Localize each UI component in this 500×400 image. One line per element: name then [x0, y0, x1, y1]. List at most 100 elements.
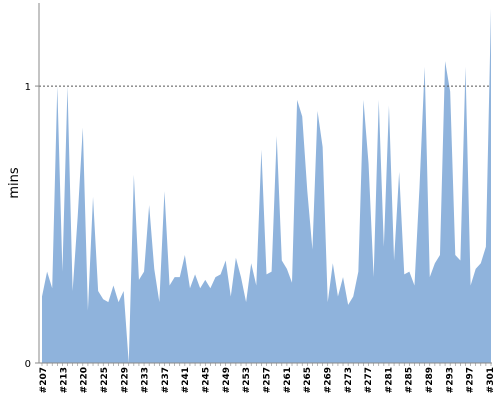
data-point — [438, 254, 441, 257]
data-point — [285, 267, 288, 270]
data-point — [46, 270, 49, 273]
data-point — [311, 248, 314, 251]
data-point — [367, 162, 370, 165]
data-point — [41, 295, 44, 298]
x-tick-label: #241 — [181, 367, 191, 393]
x-tick-label: #225 — [100, 367, 110, 393]
data-point — [86, 309, 89, 312]
x-tick-label: #281 — [384, 367, 394, 393]
data-point — [459, 259, 462, 262]
x-tick-label: #253 — [242, 367, 252, 393]
data-point — [214, 276, 217, 279]
x-tick-label: #301 — [486, 367, 496, 393]
data-point — [76, 215, 79, 218]
data-point — [239, 276, 242, 279]
data-point — [326, 301, 329, 304]
x-tick-label: #261 — [283, 367, 293, 393]
area-layer — [41, 7, 493, 363]
data-point — [132, 173, 135, 176]
x-tick-layer: #207 #213 #220 #225 #229 #233 #237 #241 #245 #249… — [39, 363, 496, 393]
data-point — [387, 104, 390, 107]
data-point — [357, 270, 360, 273]
data-point — [122, 290, 125, 293]
data-point — [107, 301, 110, 304]
data-point — [352, 295, 355, 298]
x-tick-label: #269 — [323, 367, 333, 393]
data-point — [209, 287, 212, 290]
data-point — [61, 270, 64, 273]
data-point — [444, 60, 447, 63]
x-tick-label: #285 — [405, 367, 415, 393]
data-point — [234, 256, 237, 259]
data-point — [433, 262, 436, 265]
data-point — [158, 301, 161, 304]
y-tick-layer: 01 — [25, 82, 39, 370]
data-point — [372, 276, 375, 279]
data-point — [71, 290, 74, 293]
x-tick-label: #273 — [344, 367, 354, 393]
x-tick-label: #220 — [80, 367, 90, 393]
data-point — [255, 284, 258, 287]
data-point — [92, 195, 95, 198]
data-point — [117, 301, 120, 304]
data-point — [260, 148, 263, 151]
y-axis-title: mins — [7, 167, 22, 199]
data-point — [418, 184, 421, 187]
data-point — [168, 284, 171, 287]
x-tick-label: #293 — [445, 367, 455, 393]
data-point — [347, 303, 350, 306]
data-point — [183, 254, 186, 257]
data-point — [484, 245, 487, 248]
data-point — [81, 126, 84, 129]
data-point — [265, 273, 268, 276]
data-point — [270, 270, 273, 273]
data-point — [153, 267, 156, 270]
data-point — [163, 190, 166, 193]
data-point — [229, 295, 232, 298]
x-tick-label: #289 — [425, 367, 435, 393]
data-point — [280, 259, 283, 262]
data-point — [342, 276, 345, 279]
x-tick-label: #265 — [303, 367, 313, 393]
data-point — [490, 7, 493, 10]
x-tick-label: #237 — [161, 367, 171, 393]
data-point — [398, 170, 401, 173]
data-point — [331, 262, 334, 265]
data-point — [112, 284, 115, 287]
area-series — [42, 8, 491, 363]
x-tick-label: #257 — [263, 367, 273, 393]
data-point — [403, 273, 406, 276]
data-point — [296, 98, 299, 101]
data-point — [479, 262, 482, 265]
data-point — [102, 298, 105, 301]
data-point — [454, 254, 457, 257]
data-point — [306, 190, 309, 193]
x-tick-label: #297 — [466, 367, 476, 393]
data-point — [250, 262, 253, 265]
data-point — [291, 281, 294, 284]
x-tick-label: #245 — [202, 367, 212, 393]
data-point — [219, 273, 222, 276]
data-point — [224, 259, 227, 262]
data-point — [423, 65, 426, 68]
y-tick-label: 0 — [25, 359, 31, 370]
data-point — [173, 276, 176, 279]
data-point — [321, 146, 324, 149]
data-point — [275, 134, 278, 137]
data-point — [199, 287, 202, 290]
data-point — [413, 284, 416, 287]
y-tick-label: 1 — [25, 82, 31, 93]
data-point — [408, 270, 411, 273]
data-point — [188, 287, 191, 290]
data-point — [449, 90, 452, 93]
data-point — [245, 301, 248, 304]
data-point — [178, 276, 181, 279]
data-point — [474, 267, 477, 270]
data-point — [137, 278, 140, 281]
data-point — [148, 204, 151, 207]
data-point — [428, 276, 431, 279]
data-point — [301, 115, 304, 118]
data-point — [464, 65, 467, 68]
